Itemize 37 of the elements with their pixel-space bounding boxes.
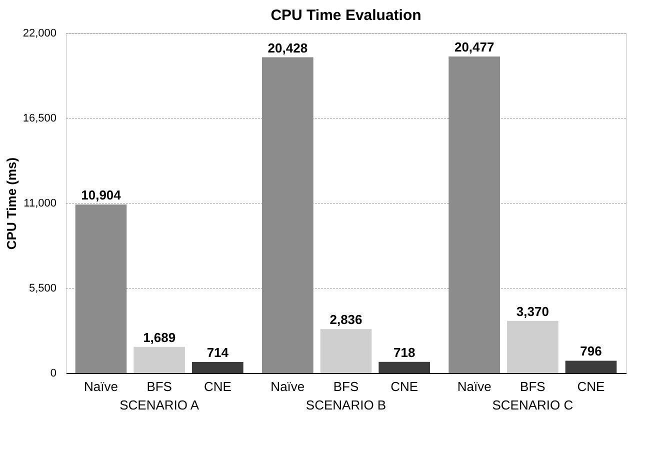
bar: [378, 362, 430, 373]
data-label: 796: [580, 344, 602, 359]
chart-title: CPU Time Evaluation: [270, 7, 422, 24]
data-label: 20,477: [454, 40, 494, 55]
y-tick-label: 22,000: [22, 28, 56, 40]
data-label: 714: [206, 344, 230, 360]
x-tick-label: SCENARIO B: [306, 398, 386, 412]
text: BFS: [333, 379, 359, 394]
y-tick-label: 0: [50, 368, 56, 380]
text: CNE: [577, 379, 605, 394]
series-label: CNE: [204, 379, 232, 394]
bar: [262, 57, 314, 373]
bar: [448, 56, 500, 373]
y-tick-label: 11,000: [24, 198, 56, 210]
data-label: 20,428: [268, 40, 308, 56]
x-tick-label: SCENARIO C: [492, 398, 574, 412]
y-tick-label: 5,500: [28, 282, 56, 294]
y-tick-label: 16,500: [22, 112, 56, 124]
data-label: 1,689: [143, 330, 176, 345]
series-label: BFS: [146, 379, 172, 394]
text: Naïve: [270, 379, 305, 394]
text: Naïve: [457, 379, 492, 394]
bar: [75, 204, 127, 373]
bar: [320, 329, 372, 373]
data-label: 2,836: [330, 312, 362, 328]
data-label: 10,904: [81, 187, 122, 202]
bar: [134, 346, 185, 373]
text: BFS: [520, 379, 546, 394]
x-tick-label: SCENARIO A: [120, 398, 200, 412]
data-label: 718: [393, 344, 416, 360]
y-axis-title: CPU Time (ms): [4, 157, 19, 250]
bar: [192, 362, 244, 373]
bar: [565, 360, 617, 373]
bar: [507, 320, 558, 373]
series-label: Naïve: [84, 379, 118, 394]
data-label: 3,370: [516, 304, 549, 319]
text: CNE: [390, 379, 418, 394]
